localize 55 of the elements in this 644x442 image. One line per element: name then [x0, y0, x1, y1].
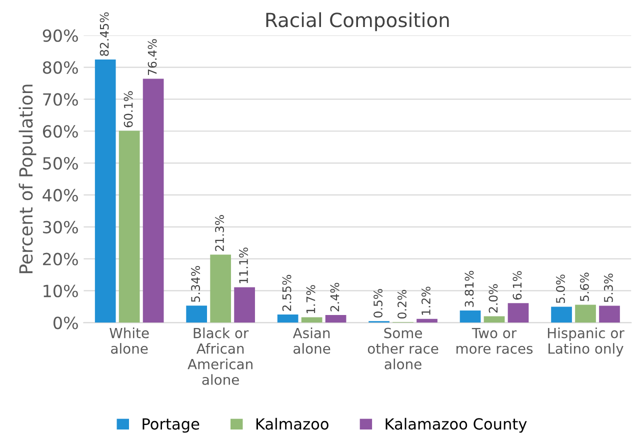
- bar: [325, 315, 346, 323]
- legend-label: Kalmazoo: [256, 418, 328, 430]
- bar: [416, 318, 438, 323]
- data-label: 60.1%: [124, 91, 133, 128]
- data-label: 6.1%: [512, 271, 522, 300]
- bar: [142, 78, 164, 323]
- data-label: 0.5%: [374, 288, 382, 318]
- data-label: 1.2%: [422, 286, 430, 315]
- x-tick-label: Black or African American alone: [188, 328, 252, 385]
- bar: [575, 304, 596, 323]
- y-tick-label: 80%: [42, 61, 78, 74]
- bar: [301, 317, 322, 323]
- x-tick-label: Two or more races: [456, 328, 533, 354]
- data-label: 2.0%: [488, 284, 498, 313]
- bar: [210, 254, 231, 323]
- x-tick-label: White alone: [110, 328, 149, 354]
- data-label: 5.6%: [580, 272, 589, 302]
- bar: [460, 310, 481, 323]
- data-label: 3.81%: [464, 270, 474, 307]
- y-tick-label: 0%: [54, 316, 78, 330]
- bar: [186, 306, 208, 323]
- y-tick-label: 10%: [44, 284, 78, 298]
- legend-label: Portage: [142, 418, 200, 433]
- bar: [94, 59, 116, 323]
- x-tick-label: Asian alone: [292, 328, 330, 354]
- data-label: 2.4%: [330, 282, 340, 312]
- bar: [484, 316, 505, 323]
- bar: [551, 306, 572, 323]
- y-tick-label: 90%: [42, 29, 78, 42]
- y-tick-label: 20%: [43, 252, 78, 266]
- data-label: 2.55%: [282, 274, 292, 311]
- x-tick-label: Hispanic or Latino only: [548, 328, 624, 357]
- data-label: 1.7%: [306, 285, 316, 314]
- bar: [508, 303, 529, 323]
- y-tick-label: 40%: [42, 188, 78, 202]
- data-label: 82.45%: [100, 12, 109, 56]
- data-label: 11.1%: [239, 248, 248, 284]
- bar: [599, 306, 620, 323]
- bar: [234, 287, 255, 323]
- chart-title: Racial Composition: [266, 12, 449, 32]
- data-label: 21.3%: [215, 215, 224, 252]
- legend-label: Kalamazoo County: [386, 418, 527, 433]
- data-label: 0.2%: [398, 290, 406, 318]
- data-label: 5.0%: [556, 274, 565, 304]
- y-tick-label: 30%: [43, 220, 78, 234]
- data-label: 5.34%: [191, 266, 200, 302]
- y-tick-label: 60%: [42, 125, 78, 138]
- bar: [277, 314, 298, 323]
- x-tick-label: Some other race alone: [368, 328, 438, 370]
- y-tick-label: 50%: [43, 157, 78, 170]
- bar: [118, 130, 140, 323]
- y-tick-label: 70%: [43, 93, 78, 106]
- y-axis-title: Percent of Population: [18, 84, 36, 274]
- data-label: 5.3%: [604, 274, 613, 302]
- data-label: 76.4%: [148, 39, 157, 76]
